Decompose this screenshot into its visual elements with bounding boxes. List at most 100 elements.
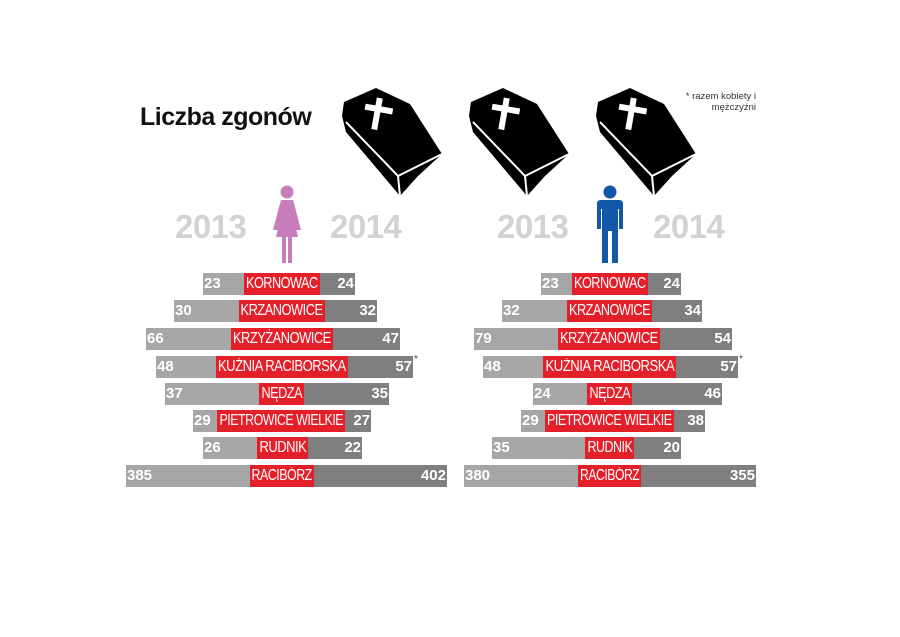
category-label: RACIBÓRZ bbox=[251, 467, 313, 484]
bar-2014 bbox=[648, 273, 681, 295]
category-label: NĘDZA bbox=[261, 385, 302, 402]
category-label: PIETROWICE WIELKIE bbox=[547, 412, 672, 429]
bar-2013 bbox=[474, 328, 558, 350]
value-2013: 385 bbox=[127, 467, 153, 484]
category-box: PIETROWICE WIELKIE bbox=[545, 410, 674, 432]
category-label: KRZANOWICE bbox=[240, 302, 324, 319]
bar-2013 bbox=[203, 437, 257, 459]
value-2013: 29 bbox=[522, 412, 539, 429]
bar-2014 bbox=[641, 465, 756, 487]
bar-row: RACIBÓRZ 385 402 bbox=[126, 465, 447, 487]
category-label: KORNOWAC bbox=[574, 275, 646, 292]
value-2013: 30 bbox=[175, 302, 192, 319]
category-box: KORNOWAC bbox=[244, 273, 320, 295]
bar-row: KRZYŻANOWICE 79 54 bbox=[474, 328, 732, 350]
bar-row: NĘDZA 24 46 bbox=[533, 383, 722, 405]
bar-row: KRZANOWICE 32 34 bbox=[502, 300, 702, 322]
value-2014: 24 bbox=[337, 275, 354, 292]
category-label: RACIBÓRZ bbox=[579, 467, 640, 484]
bar-2013 bbox=[521, 410, 545, 432]
value-2014: 54 bbox=[714, 330, 731, 347]
value-2014: 57 bbox=[395, 358, 412, 375]
value-2013: 79 bbox=[475, 330, 492, 347]
category-label: KUŹNIA RACIBORSKA bbox=[545, 358, 674, 375]
value-2013: 380 bbox=[465, 467, 491, 484]
footnote-marker: * bbox=[414, 354, 418, 365]
category-box: NĘDZA bbox=[587, 383, 632, 405]
value-2014: 35 bbox=[371, 385, 388, 402]
category-box: NĘDZA bbox=[259, 383, 304, 405]
bar-row: PIETROWICE WIELKIE 29 27 bbox=[193, 410, 371, 432]
bar-2014 bbox=[674, 410, 705, 432]
value-2013: 23 bbox=[204, 275, 221, 292]
bar-2014 bbox=[676, 356, 738, 378]
value-2014: 34 bbox=[684, 302, 701, 319]
bar-2014 bbox=[304, 383, 389, 405]
bar-row: KORNOWAC 23 24 bbox=[541, 273, 681, 295]
category-box: KRZANOWICE bbox=[239, 300, 325, 322]
category-box: RUDNIK bbox=[257, 437, 308, 459]
female-icon bbox=[273, 185, 301, 263]
bar-2014 bbox=[333, 328, 400, 350]
category-box: RACIBÓRZ bbox=[250, 465, 314, 487]
bar-row: KORNOWAC 23 24 bbox=[203, 273, 355, 295]
bar-2014 bbox=[634, 437, 681, 459]
bar-2014 bbox=[348, 356, 413, 378]
value-2013: 48 bbox=[157, 358, 174, 375]
category-box: KRZYŻANOWICE bbox=[558, 328, 660, 350]
male-icon bbox=[597, 185, 623, 263]
bar-2014 bbox=[314, 465, 447, 487]
footnote-marker: * bbox=[739, 354, 743, 365]
bar-2014 bbox=[632, 383, 722, 405]
bar-2014 bbox=[308, 437, 362, 459]
category-label: PIETROWICE WIELKIE bbox=[219, 412, 343, 429]
bar-2014 bbox=[320, 273, 355, 295]
coffin-icon bbox=[341, 87, 443, 197]
footnote: * razem kobiety i mężczyźni bbox=[685, 91, 756, 113]
year-2014-male: 2014 bbox=[653, 208, 725, 245]
bar-row: RACIBÓRZ 380 355 bbox=[464, 465, 756, 487]
coffin-icon bbox=[595, 87, 697, 197]
bar-2013 bbox=[483, 356, 543, 378]
bar-2013 bbox=[193, 410, 217, 432]
bar-2013 bbox=[156, 356, 216, 378]
value-2013: 32 bbox=[503, 302, 520, 319]
bar-2013 bbox=[533, 383, 587, 405]
bar-2013 bbox=[203, 273, 244, 295]
category-label: KUŹNIA RACIBORSKA bbox=[218, 358, 346, 375]
category-box: KRZYŻANOWICE bbox=[231, 328, 333, 350]
bar-2013 bbox=[464, 465, 578, 487]
value-2013: 24 bbox=[534, 385, 551, 402]
bar-2014 bbox=[652, 300, 702, 322]
bar-2013 bbox=[541, 273, 572, 295]
value-2013: 26 bbox=[204, 439, 221, 456]
chart-title: Liczba zgonów bbox=[140, 103, 312, 131]
bar-2013 bbox=[165, 383, 259, 405]
category-label: KORNOWAC bbox=[246, 275, 318, 292]
coffin-icon bbox=[468, 87, 570, 197]
bar-2014 bbox=[325, 300, 377, 322]
value-2013: 35 bbox=[493, 439, 510, 456]
year-2013-female: 2013 bbox=[175, 208, 247, 245]
value-2013: 48 bbox=[484, 358, 501, 375]
value-2013: 23 bbox=[542, 275, 559, 292]
bar-2013 bbox=[126, 465, 250, 487]
value-2014: 38 bbox=[687, 412, 704, 429]
bar-2013 bbox=[502, 300, 567, 322]
category-box: PIETROWICE WIELKIE bbox=[217, 410, 345, 432]
year-2014-female: 2014 bbox=[330, 208, 402, 245]
value-2014: 32 bbox=[359, 302, 376, 319]
bar-row: NĘDZA 37 35 bbox=[165, 383, 389, 405]
bar-row: KRZANOWICE 30 32 bbox=[174, 300, 377, 322]
value-2014: 24 bbox=[663, 275, 680, 292]
year-2013-male: 2013 bbox=[497, 208, 569, 245]
value-2014: 57 bbox=[720, 358, 737, 375]
category-label: KRZYŻANOWICE bbox=[560, 330, 658, 347]
category-label: RUDNIK bbox=[259, 439, 306, 456]
category-box: RACIBÓRZ bbox=[578, 465, 641, 487]
category-box: KUŹNIA RACIBORSKA bbox=[216, 356, 348, 378]
category-label: KRZYŻANOWICE bbox=[233, 330, 331, 347]
value-2014: 27 bbox=[353, 412, 370, 429]
value-2014: 355 bbox=[729, 467, 755, 484]
